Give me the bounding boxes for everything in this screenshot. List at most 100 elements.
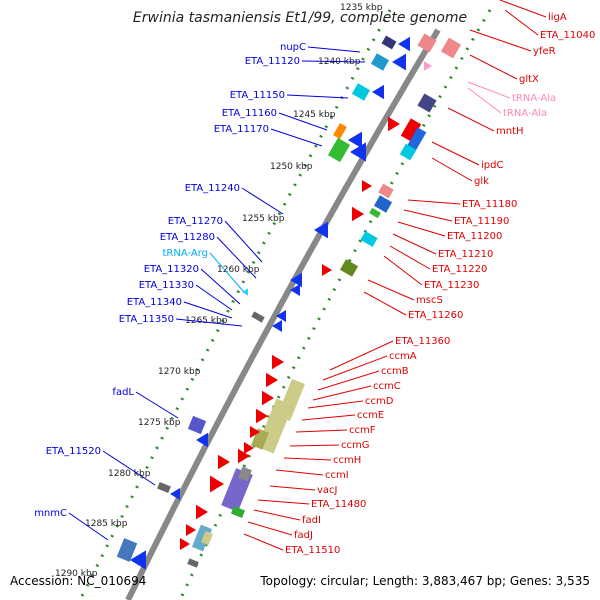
- gene-feature: [230, 506, 246, 518]
- gene-arrow: [186, 524, 196, 536]
- label-leader-line: [431, 141, 480, 166]
- gene-label: ccmD: [365, 396, 394, 407]
- kbp-tick-label: 1255 kbp: [242, 214, 285, 224]
- gene-feature: [187, 415, 207, 435]
- label-leader-line: [200, 268, 241, 305]
- gene-feature: [400, 118, 422, 142]
- gene-label: ETA_11240: [185, 183, 240, 194]
- gene-feature: [327, 137, 351, 163]
- label-leader-line: [183, 301, 233, 319]
- kbp-tick-label: 1275 kbp: [138, 418, 181, 428]
- kbp-tick-label: 1260 kbp: [217, 265, 260, 275]
- gene-label: ccmB: [381, 366, 409, 377]
- label-leader-line: [312, 385, 372, 401]
- gene-feature: [251, 311, 265, 323]
- label-leader-line: [301, 60, 366, 63]
- gene-feature: [187, 558, 199, 568]
- gene-feature: [417, 33, 437, 53]
- gene-label: ETA_11340: [127, 297, 182, 308]
- gene-arrow: [398, 36, 410, 52]
- left-gene-labels: nupC ETA_11120 ETA_11150 ETA_11160 ETA_11170…: [34, 42, 306, 519]
- gene-feature: [251, 428, 269, 450]
- gene-label: fadJ: [294, 530, 313, 541]
- gene-arrow: [196, 504, 208, 520]
- label-leader-line: [216, 236, 257, 279]
- label-leader-line: [469, 29, 532, 52]
- left-label-lines: [68, 46, 366, 541]
- gene-label: ETA_11180: [462, 199, 517, 210]
- gene-feature: [381, 35, 397, 50]
- gene-label: glk: [474, 176, 489, 187]
- label-leader-line: [317, 370, 380, 391]
- gene-label: ccmC: [373, 381, 401, 392]
- gene-label: ccmH: [333, 455, 361, 466]
- gene-label: ETA_11170: [214, 124, 269, 135]
- gene-label: ETA_11480: [311, 499, 366, 510]
- gene-arrow: [256, 408, 268, 424]
- label-leader-line: [289, 444, 340, 447]
- gene-arrow: [196, 432, 208, 448]
- gene-features: [116, 33, 462, 570]
- label-leader-line: [407, 199, 461, 205]
- label-leader-line: [102, 450, 156, 486]
- label-leader-line: [195, 284, 233, 311]
- gene-arrow: [218, 454, 230, 470]
- tick-ring-inner: [78, 9, 392, 600]
- gene-label: ETA_11510: [285, 545, 340, 556]
- kbp-tick-label: 1290 kbp: [55, 569, 98, 579]
- gene-feature: [440, 37, 462, 59]
- gene-feature: [373, 195, 393, 213]
- gene-arrow: [210, 475, 224, 493]
- gene-feature: [191, 524, 213, 552]
- label-leader-line: [329, 340, 394, 371]
- label-leader-line: [68, 512, 109, 541]
- gene-label: fadI: [302, 515, 321, 526]
- label-leader-line: [224, 220, 263, 263]
- gene-feature: [238, 466, 252, 482]
- gene-label: ccmA: [389, 351, 417, 362]
- right-label-lines: [243, 0, 547, 551]
- gene-label: gltX: [519, 74, 539, 85]
- gene-arrow: [352, 206, 364, 222]
- gene-label: ETA_11150: [230, 90, 285, 101]
- label-leader-line: [383, 255, 423, 286]
- gene-label: ETA_11360: [395, 336, 450, 347]
- kbp-tick-label: 1265 kbp: [185, 316, 228, 326]
- label-leader-line: [243, 533, 284, 551]
- topology-text: Topology: circular; Length: 3,883,467 bp…: [260, 574, 590, 588]
- label-leader-line: [307, 46, 361, 53]
- gene-label: ligA: [548, 12, 567, 23]
- gene-label: ETA_11330: [139, 280, 194, 291]
- gene-arrow: [290, 272, 302, 288]
- gene-label: ETA_11040: [540, 30, 595, 41]
- gene-label: tRNA-Arg: [163, 248, 208, 259]
- gene-arrow: [276, 310, 286, 322]
- gene-label: fadL: [112, 387, 134, 398]
- kbp-tick-label: 1285 kbp: [85, 519, 128, 529]
- label-leader-line: [278, 112, 328, 131]
- label-leader-line: [367, 279, 415, 301]
- gene-arrow: [170, 488, 180, 500]
- gene-feature: [370, 53, 390, 71]
- gene-arrow: [314, 221, 328, 239]
- label-leader-line: [247, 521, 293, 536]
- label-leader-line: [135, 391, 179, 419]
- gene-arrow: [244, 442, 254, 454]
- gene-feature: [417, 93, 437, 113]
- accession-text: Accession: NC_010694: [10, 574, 147, 588]
- gene-feature: [339, 259, 359, 277]
- gene-label: ETA_11320: [144, 264, 199, 275]
- label-leader-line: [253, 509, 301, 521]
- gene-label: ETA_11230: [424, 280, 479, 291]
- gene-feature: [378, 183, 394, 199]
- gene-label: tRNA-Ala: [503, 108, 547, 119]
- gene-arrow: [242, 288, 248, 296]
- gene-feature: [369, 207, 381, 219]
- label-leader-line: [389, 245, 431, 270]
- label-leader-line: [403, 209, 453, 222]
- backbone: [78, 9, 492, 600]
- gene-arrow: [266, 372, 278, 388]
- gene-feature: [201, 530, 213, 546]
- gene-label: ETA_11270: [168, 216, 223, 227]
